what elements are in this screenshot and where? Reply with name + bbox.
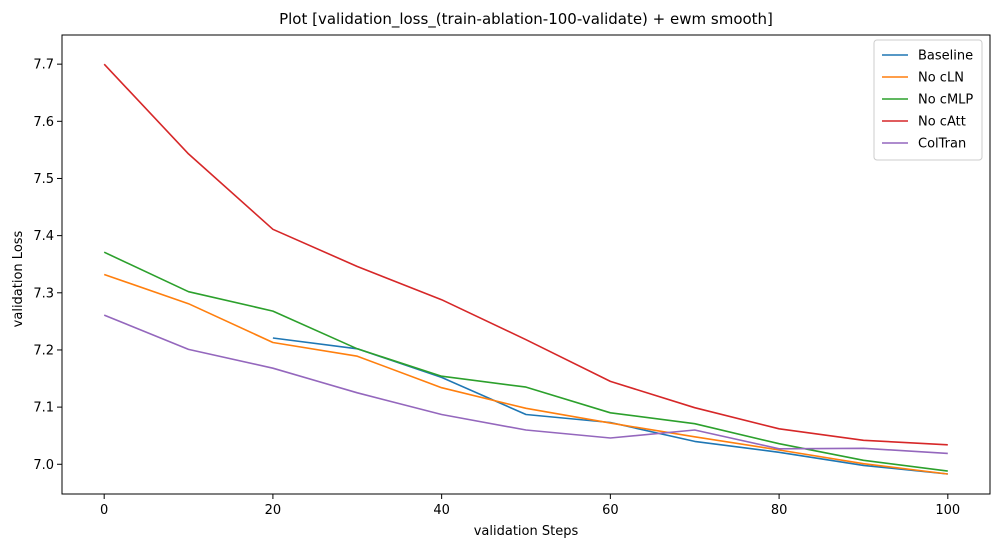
- chart-title: Plot [validation_loss_(train-ablation-10…: [279, 10, 773, 29]
- x-tick-label: 20: [265, 503, 282, 518]
- x-tick-label: 0: [100, 503, 108, 518]
- series-line-5: [103, 314, 948, 455]
- series-line-2: [103, 273, 948, 475]
- x-tick-label: 40: [433, 503, 450, 518]
- legend-label: No cLN: [918, 71, 964, 86]
- y-tick-label: 7.3: [33, 286, 54, 301]
- y-tick-label: 7.6: [33, 115, 54, 130]
- y-tick-label: 7.2: [33, 343, 54, 358]
- plot-area: [62, 35, 990, 494]
- series-layer: [103, 63, 948, 475]
- x-tick-label: 60: [602, 503, 619, 518]
- legend-label: ColTran: [918, 137, 966, 152]
- x-axis-label: validation Steps: [474, 524, 579, 539]
- plot-background: [62, 35, 990, 494]
- legend: Baseline No cLN No cMLP No cAtt ColTran: [873, 39, 983, 161]
- y-tick-label: 7.5: [33, 172, 54, 187]
- legend-label: Baseline: [918, 49, 973, 64]
- series-line-4: [103, 63, 948, 446]
- x-tick-label: 80: [771, 503, 788, 518]
- y-tick-label: 7.0: [33, 458, 54, 473]
- legend-label: No cAtt: [918, 115, 966, 130]
- y-tick-label: 7.1: [33, 401, 54, 416]
- y-tick-label: 7.7: [33, 58, 54, 73]
- legend-label: No cMLP: [918, 93, 973, 108]
- axes-layer: 0 20 40 60 80 100 7.0 7.1 7.2 7.3 7.4 7.5 7.6 7.7: [33, 34, 991, 518]
- y-axis-label: validation Loss: [11, 230, 26, 327]
- x-tick-label: 100: [935, 503, 960, 518]
- axes-frame: [61, 34, 991, 495]
- legend-box: [873, 39, 983, 161]
- y-tick-label: 7.4: [33, 229, 54, 244]
